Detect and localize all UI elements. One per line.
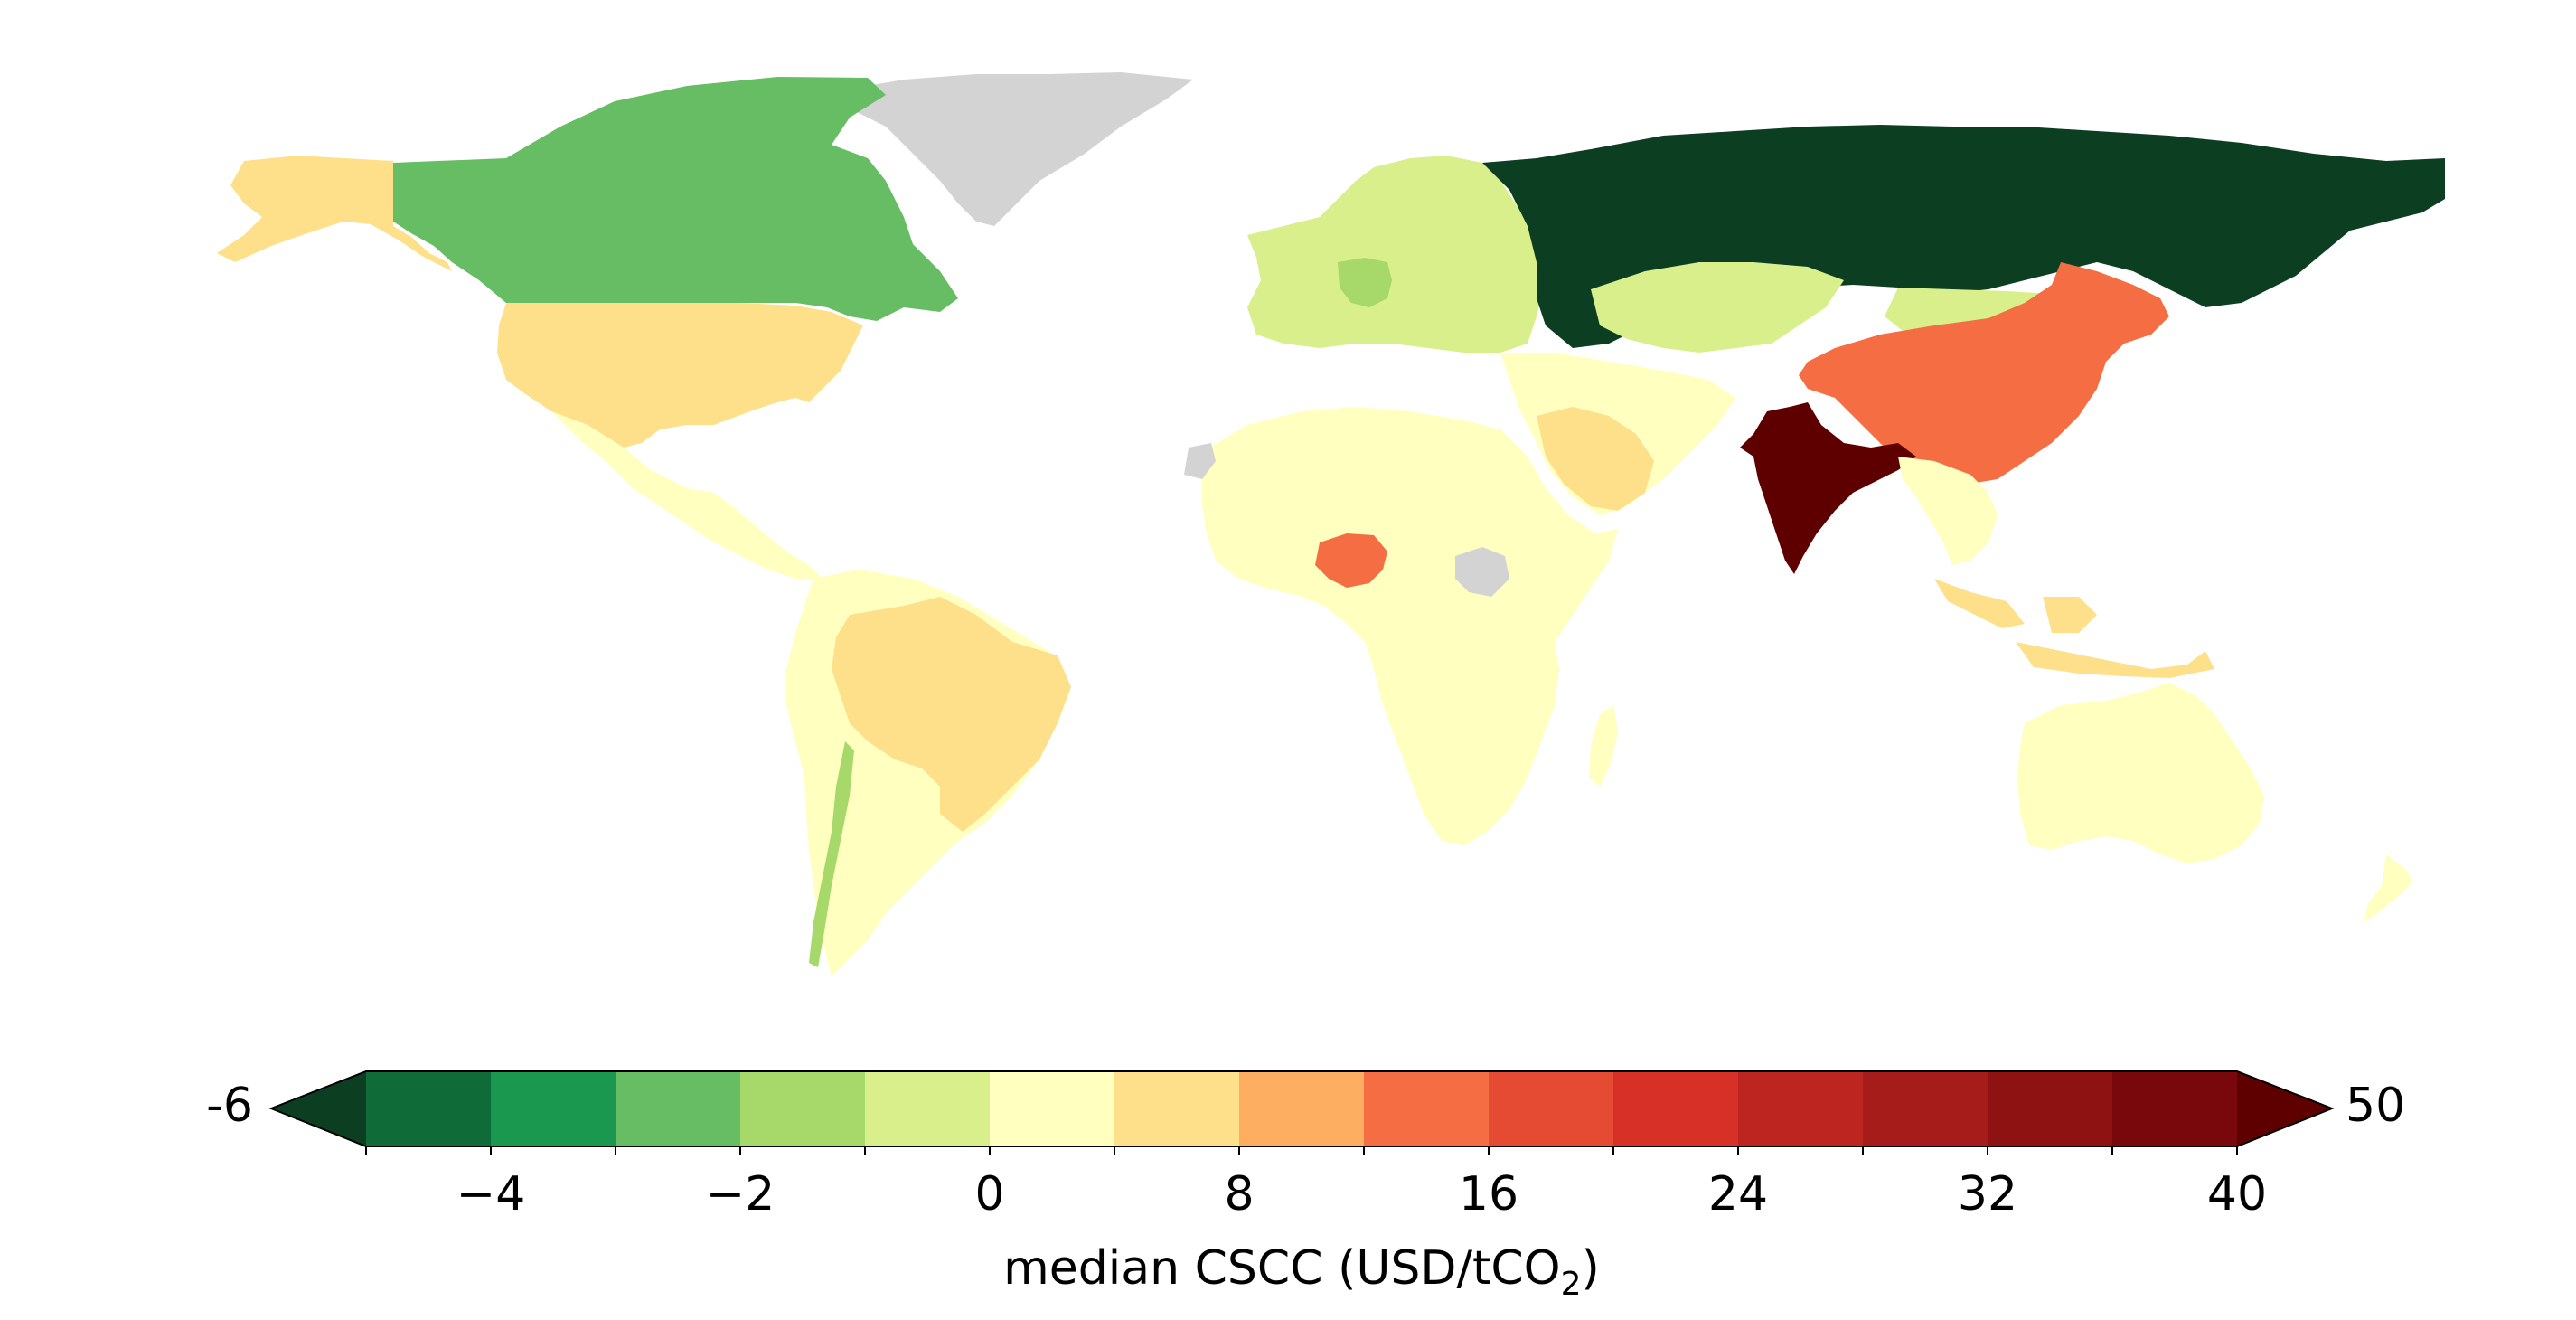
colorbar-segment [990,1071,1115,1146]
colorbar-segment [1489,1071,1614,1146]
country-new-zealand [2364,854,2413,922]
country-chile [809,741,854,967]
country-saudi-arabia [1537,407,1654,511]
region-southeast-asia [1898,457,1998,565]
country-russia [1482,125,2445,348]
colorbar-tick-label: 32 [1958,1167,2017,1221]
country-no-data-sudan [1455,547,1509,597]
country-kazakhstan [1591,262,1844,353]
colorbar-segment [1863,1071,1988,1146]
country-greenland [841,72,1193,226]
colorbar-tick-label: 40 [2207,1167,2267,1221]
colorbar-tick-label: −2 [706,1167,776,1221]
country-canada [393,77,958,321]
colorbar-segment [366,1071,492,1146]
world-map [217,72,2445,976]
colorbar: −4 −2 0 8 16 24 32 40 -6 50 median CSCC (USD/tC… [206,1070,2405,1303]
country-indonesia [1934,579,2214,678]
country-india [1740,402,1916,574]
colorbar-under-extension [271,1071,366,1146]
colorbar-ticks: −4 −2 0 8 16 24 32 40 [365,1146,2267,1221]
colorbar-max-extension-label: 50 [2346,1079,2405,1133]
colorbar-tick-label: 24 [1708,1167,1768,1221]
colorbar-segment [616,1071,741,1146]
colorbar-min-extension-label: -6 [206,1079,253,1133]
colorbar-segment [1738,1071,1864,1146]
colorbar-segment [2112,1071,2238,1146]
country-australia [2017,683,2264,863]
country-nigeria [1315,533,1387,588]
country-germany [1338,258,1392,307]
colorbar-tick-label: 0 [974,1167,1004,1221]
country-madagascar [1589,705,1618,787]
colorbar-segments [366,1071,2238,1146]
colorbar-tick-label: 8 [1224,1167,1254,1221]
colorbar-tick-label: 16 [1459,1167,1518,1221]
colorbar-segment [1364,1071,1490,1146]
country-no-data-western-sahara [1184,443,1216,479]
region-africa [1202,407,1618,845]
colorbar-tick-label: −4 [456,1167,526,1221]
country-mexico [551,411,823,579]
region-europe [1247,156,1546,353]
colorbar-over-extension [2237,1071,2332,1146]
colorbar-segment [1239,1071,1365,1146]
colorbar-segment [740,1071,866,1146]
colorbar-segment [491,1071,616,1146]
colorbar-axis-label: median CSCC (USD/tCO2) [1003,1241,1600,1303]
country-united-states [497,303,863,448]
country-china [1799,262,2169,484]
colorbar-segment [1988,1071,2113,1146]
colorbar-segment [865,1071,991,1146]
colorbar-segment [1613,1071,1739,1146]
country-brazil [832,597,1071,832]
colorbar-segment [1114,1071,1240,1146]
